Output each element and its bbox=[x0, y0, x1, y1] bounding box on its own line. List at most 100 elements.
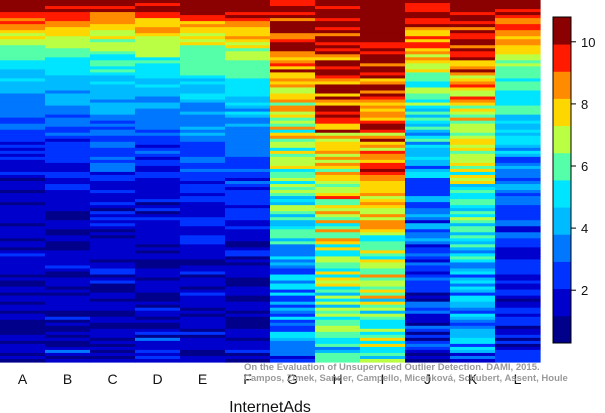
heatmap-cell bbox=[450, 313, 496, 318]
heatmap-cell bbox=[90, 304, 136, 309]
heatmap-cell bbox=[135, 6, 181, 10]
heatmap-cell bbox=[135, 235, 181, 239]
heatmap-cell bbox=[180, 181, 226, 185]
heatmap-cell bbox=[495, 253, 541, 258]
heatmap-cell bbox=[135, 168, 181, 173]
heatmap-cell bbox=[225, 307, 271, 312]
heatmap-cell bbox=[270, 33, 316, 37]
heatmap-cell bbox=[360, 114, 406, 119]
heatmap-cell bbox=[450, 349, 496, 354]
heatmap-cell bbox=[270, 277, 316, 282]
heatmap-cell bbox=[135, 105, 181, 110]
heatmap-cell bbox=[495, 292, 541, 297]
heatmap-cell bbox=[405, 295, 451, 300]
heatmap-cell bbox=[225, 214, 271, 218]
heatmap-cell bbox=[450, 268, 496, 273]
heatmap-cell bbox=[180, 48, 226, 52]
heatmap-cell bbox=[225, 123, 271, 128]
heatmap-cell bbox=[0, 87, 46, 92]
heatmap-cell bbox=[180, 184, 226, 188]
heatmap-cell bbox=[135, 331, 181, 336]
heatmap-cell bbox=[180, 174, 226, 179]
heatmap-cell bbox=[135, 217, 181, 221]
heatmap-cell bbox=[450, 33, 496, 37]
heatmap-cell bbox=[360, 253, 406, 258]
heatmap-cell bbox=[90, 60, 136, 64]
heatmap-cell bbox=[180, 18, 226, 22]
heatmap-cell bbox=[45, 78, 91, 83]
heatmap-cell bbox=[495, 111, 541, 116]
heatmap-cell bbox=[360, 171, 406, 176]
heatmap-cell bbox=[270, 280, 316, 285]
heatmap-cell bbox=[360, 135, 406, 140]
heatmap-cell bbox=[135, 54, 181, 58]
heatmap-cell bbox=[270, 274, 316, 279]
heatmap-cell bbox=[405, 60, 451, 64]
heatmap-cell bbox=[45, 355, 91, 360]
heatmap-cell bbox=[450, 352, 496, 357]
heatmap-cell bbox=[405, 220, 451, 224]
heatmap-cell bbox=[135, 253, 181, 258]
heatmap-cell bbox=[180, 304, 226, 309]
heatmap-cell bbox=[225, 235, 271, 239]
heatmap-cell bbox=[135, 123, 181, 128]
heatmap-cell bbox=[495, 256, 541, 261]
heatmap-cell bbox=[0, 177, 46, 182]
heatmap-cell bbox=[450, 193, 496, 197]
heatmap-cell bbox=[135, 238, 181, 242]
heatmap-cell bbox=[45, 102, 91, 107]
heatmap-cell bbox=[45, 319, 91, 324]
heatmap-cell bbox=[225, 0, 271, 4]
heatmap-cell bbox=[135, 45, 181, 49]
heatmap-cell bbox=[495, 72, 541, 77]
heatmap-cell bbox=[225, 259, 271, 264]
heatmap-cell bbox=[270, 3, 316, 7]
heatmap-cell bbox=[135, 241, 181, 245]
heatmap-cell bbox=[135, 199, 181, 203]
heatmap-cell bbox=[0, 144, 46, 149]
heatmap-cell bbox=[360, 337, 406, 342]
heatmap-cell bbox=[450, 42, 496, 46]
heatmap-cell bbox=[270, 123, 316, 128]
heatmap-cell bbox=[405, 138, 451, 143]
heatmap-cell bbox=[405, 63, 451, 67]
heatmap-cell bbox=[405, 337, 451, 342]
heatmap-cell bbox=[0, 141, 46, 146]
heatmap-cell bbox=[315, 187, 361, 191]
heatmap-cell bbox=[45, 232, 91, 236]
heatmap-cell bbox=[180, 108, 226, 113]
heatmap-cell bbox=[315, 12, 361, 16]
heatmap-cell bbox=[360, 93, 406, 98]
heatmap-cell bbox=[450, 165, 496, 170]
credit-watermark: On the Evaluation of Unsupervised Outlie… bbox=[244, 362, 604, 384]
heatmap-cell bbox=[180, 244, 226, 248]
heatmap-cell bbox=[225, 232, 271, 236]
heatmap-cell bbox=[45, 75, 91, 80]
heatmap-cell bbox=[360, 205, 406, 209]
heatmap-cell bbox=[45, 60, 91, 64]
heatmap-cell bbox=[135, 280, 181, 285]
heatmap-cell bbox=[225, 250, 271, 254]
heatmap-cell bbox=[180, 177, 226, 182]
heatmap-cell bbox=[315, 235, 361, 239]
heatmap-cell bbox=[225, 99, 271, 104]
heatmap-cell bbox=[0, 208, 46, 212]
heatmap-cell bbox=[0, 337, 46, 342]
heatmap-cell bbox=[450, 138, 496, 143]
heatmap-cell bbox=[225, 328, 271, 333]
heatmap-cell bbox=[450, 181, 496, 185]
heatmap-cell bbox=[90, 220, 136, 224]
column-label: K bbox=[468, 371, 478, 387]
heatmap-cell bbox=[270, 253, 316, 258]
heatmap-cell bbox=[135, 244, 181, 248]
heatmap-cell bbox=[360, 268, 406, 273]
heatmap-cell bbox=[315, 223, 361, 227]
heatmap-cell bbox=[90, 343, 136, 348]
heatmap-cell bbox=[360, 214, 406, 218]
heatmap-cell bbox=[405, 132, 451, 137]
heatmap-cell bbox=[360, 358, 406, 363]
heatmap-cell bbox=[180, 292, 226, 297]
heatmap-cell bbox=[45, 159, 91, 164]
heatmap-cell bbox=[0, 349, 46, 354]
